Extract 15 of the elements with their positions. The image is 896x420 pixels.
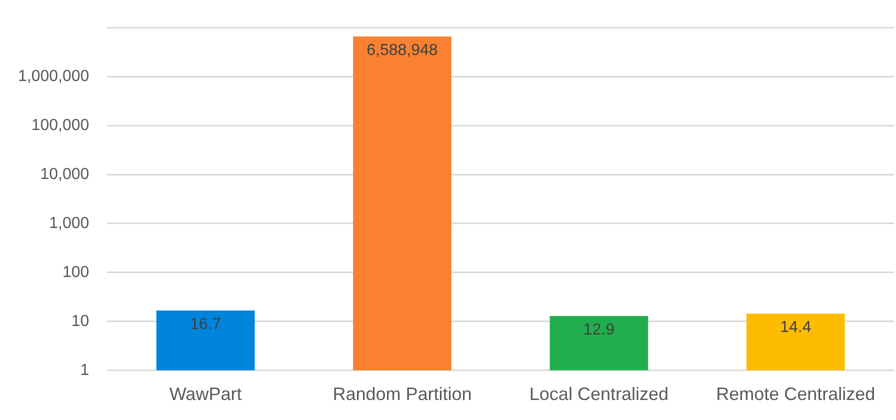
y-tick-label: 10,000 <box>40 166 90 183</box>
y-tick-label: 1 <box>80 362 90 379</box>
y-tick-label: 100,000 <box>31 116 90 134</box>
data-label: 6,588,948 <box>366 42 438 59</box>
data-label: 16.7 <box>190 316 222 333</box>
data-label: 14.4 <box>780 319 812 336</box>
y-tick-label: 1,000 <box>49 214 90 232</box>
data-label: 12.9 <box>583 321 615 338</box>
x-tick-label: Remote Centralized <box>716 384 876 404</box>
y-tick-label: 100 <box>62 264 90 281</box>
y-tick-label: 10 <box>71 312 90 330</box>
y-tick-label: 1,000,000 <box>18 68 90 85</box>
x-tick-label: WawPart <box>169 384 242 404</box>
x-tick-label: Random Partition <box>332 384 472 404</box>
x-tick-label: Local Centralized <box>529 384 668 404</box>
